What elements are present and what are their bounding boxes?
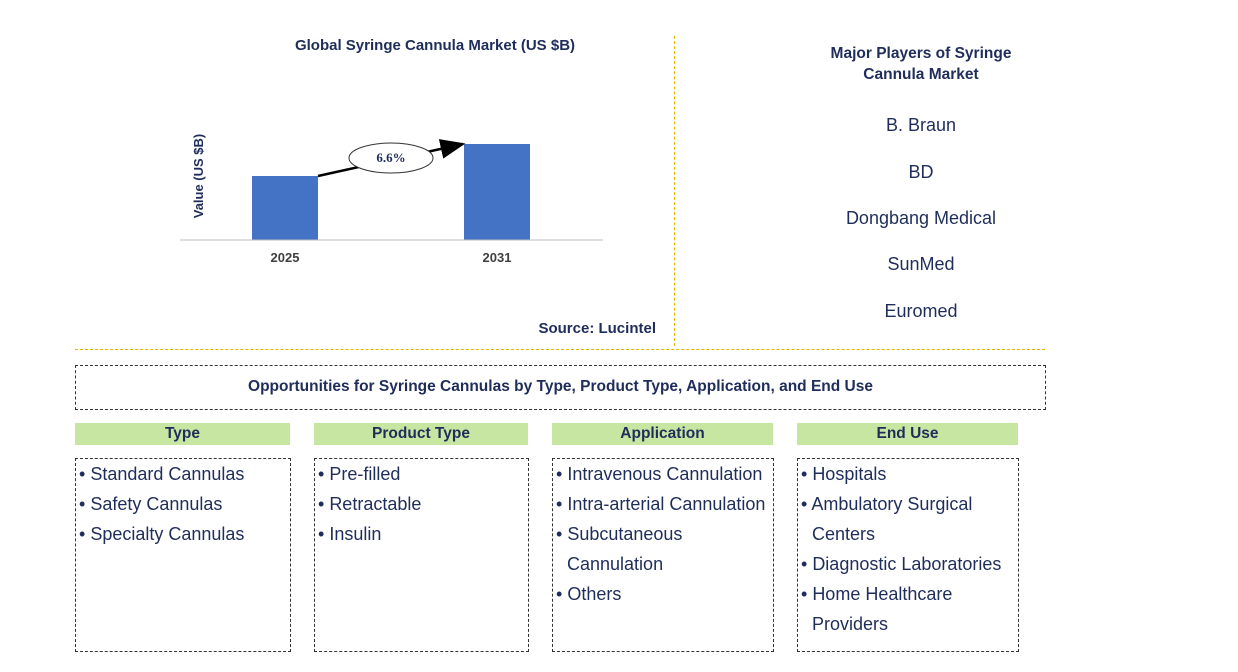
player-bd: BD bbox=[908, 162, 934, 182]
category-box-type: Standard Cannulas Safety Cannulas Specia… bbox=[75, 458, 291, 652]
list-item: Intravenous Cannulation bbox=[553, 459, 773, 489]
horizontal-divider bbox=[75, 349, 1045, 350]
list-item: Others bbox=[553, 579, 773, 609]
vertical-divider bbox=[674, 36, 675, 346]
list-item: Retractable bbox=[315, 489, 528, 519]
bar-2031 bbox=[464, 144, 530, 240]
y-axis-label: Value (US $B) bbox=[191, 134, 206, 219]
growth-rate-ellipse bbox=[348, 142, 434, 174]
list-item: Standard Cannulas bbox=[76, 459, 290, 489]
list-item: Safety Cannulas bbox=[76, 489, 290, 519]
category-box-product-type: Pre-filled Retractable Insulin bbox=[314, 458, 529, 652]
list-item: Specialty Cannulas bbox=[76, 519, 290, 549]
list-item: Home Healthcare Providers bbox=[798, 579, 1018, 639]
list-item: Insulin bbox=[315, 519, 528, 549]
growth-rate-label: 6.6% bbox=[376, 150, 405, 165]
category-header-application: Application bbox=[552, 423, 773, 445]
list-item: Diagnostic Laboratories bbox=[798, 549, 1018, 579]
list-item: Pre-filled bbox=[315, 459, 528, 489]
opportunities-title: Opportunities for Syringe Cannulas by Ty… bbox=[248, 378, 873, 395]
list-item: Ambulatory Surgical Centers bbox=[798, 489, 1018, 549]
list-item: Subcutaneous Cannulation bbox=[553, 519, 773, 579]
x-tick-label: 2025 bbox=[271, 250, 300, 265]
list-item: Intra-arterial Cannulation bbox=[553, 489, 773, 519]
category-header-product-type: Product Type bbox=[314, 423, 528, 445]
source-label: Source: Lucintel bbox=[538, 320, 656, 337]
chart-title: Global Syringe Cannula Market (US $B) bbox=[294, 37, 576, 54]
category-box-end-use: Hospitals Ambulatory Surgical Centers Di… bbox=[797, 458, 1019, 652]
player-dongbang-medical: Dongbang Medical bbox=[845, 208, 997, 228]
player-euromed: Euromed bbox=[884, 301, 958, 321]
category-header-end-use: End Use bbox=[797, 423, 1018, 445]
category-box-application: Intravenous Cannulation Intra-arterial C… bbox=[552, 458, 774, 652]
opportunities-banner: Opportunities for Syringe Cannulas by Ty… bbox=[75, 365, 1046, 410]
players-title: Major Players of Syringe Cannula Market bbox=[830, 45, 1012, 83]
player-b-braun: B. Braun bbox=[885, 115, 957, 135]
list-item: Hospitals bbox=[798, 459, 1018, 489]
x-tick-label: 2031 bbox=[483, 250, 512, 265]
bar-2025 bbox=[252, 176, 318, 240]
bar-chart: Value (US $B) 2025 2031 6.6% bbox=[180, 134, 603, 265]
category-header-type: Type bbox=[75, 423, 290, 445]
player-sunmed: SunMed bbox=[887, 254, 955, 274]
